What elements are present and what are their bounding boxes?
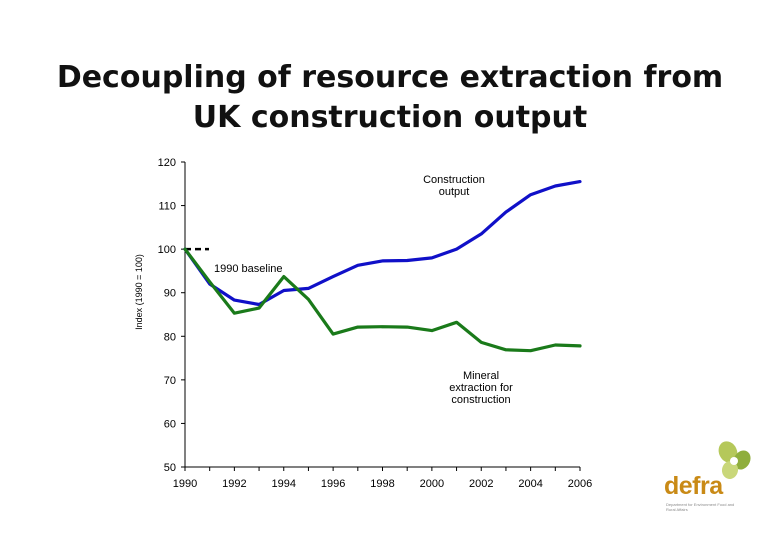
y-tick-label: 90: [164, 288, 176, 300]
x-tick-label: 1996: [321, 478, 345, 490]
series-label-line: output: [439, 186, 470, 198]
defra-logo: defra Department for Environment Food an…: [660, 440, 760, 520]
axes: 50 60 70 80 90 100 110 120 1990 1992 1994 1996 1998 2…: [158, 157, 593, 490]
x-tick-label: 2002: [469, 478, 493, 490]
mineral-extraction-label: Mineral extraction for construction: [449, 370, 513, 406]
x-tick-label: 2000: [420, 478, 444, 490]
logo-subtitle: Department for Environment Food and Rura…: [666, 502, 735, 512]
slide-title: Decoupling of resource extraction from U…: [56, 60, 724, 135]
x-tick-label: 2006: [568, 478, 592, 490]
x-tick-label: 1992: [222, 478, 246, 490]
series-label-line: Mineral: [463, 370, 499, 382]
x-tick-label: 2004: [518, 478, 542, 490]
y-tick-label: 50: [164, 462, 176, 474]
baseline-label: 1990 baseline: [214, 263, 283, 275]
x-tick-label: 1994: [272, 478, 296, 490]
y-tick-label: 80: [164, 331, 176, 343]
leaf-icon: [718, 441, 751, 479]
y-axis-label: Index (1990 = 100): [134, 254, 144, 330]
series-label-line: Construction: [423, 174, 485, 186]
y-tick-label: 110: [158, 201, 176, 213]
logo-wordmark: defra: [664, 472, 723, 500]
y-tick-label: 70: [164, 375, 176, 387]
y-tick-label: 100: [158, 244, 176, 256]
x-tick-label: 1990: [173, 478, 197, 490]
baseline-group: 1990 baseline: [185, 247, 283, 275]
y-tick-label: 60: [164, 418, 176, 430]
series-group: [183, 180, 582, 353]
annotations: Construction output Mineral extraction for c…: [423, 174, 513, 406]
construction-output-line: [183, 180, 582, 307]
mineral-extraction-line: [183, 247, 582, 353]
x-tick-label: 1998: [370, 478, 394, 490]
y-tick-label: 120: [158, 157, 176, 169]
construction-output-label: Construction output: [423, 174, 485, 198]
series-label-line: extraction for: [449, 382, 513, 394]
series-label-line: construction: [451, 394, 510, 406]
